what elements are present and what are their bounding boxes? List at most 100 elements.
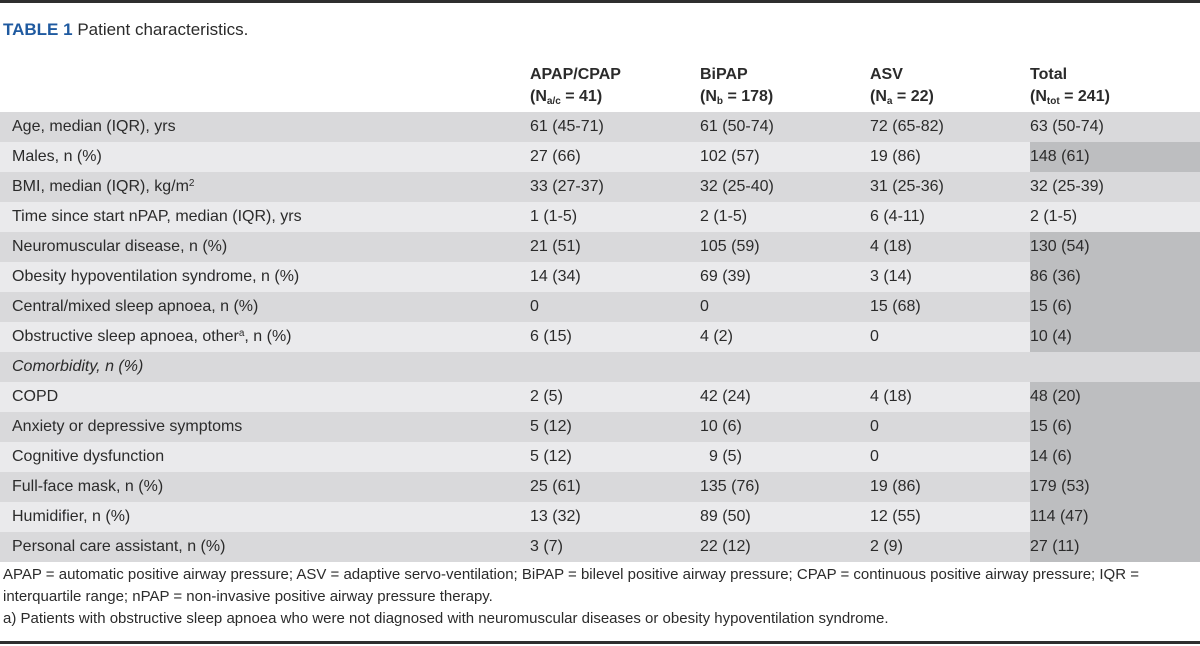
cell-bipap: 9 (5) (700, 442, 870, 472)
row-label: Central/mixed sleep apnoea, n (%) (0, 292, 530, 322)
table-row-section-heading: Comorbidity, n (%) (0, 352, 1200, 382)
table-title: Patient characteristics. (77, 20, 249, 39)
cell-total: 179 (53) (1030, 472, 1200, 502)
column-n: (Ntot = 241) (1030, 88, 1110, 107)
cell-total: 27 (11) (1030, 532, 1200, 562)
cell-bipap: 4 (2) (700, 322, 870, 352)
table-row: Personal care assistant, n (%) 3 (7) 22 … (0, 532, 1200, 562)
cell-bipap: 22 (12) (700, 532, 870, 562)
column-name: Total (1030, 66, 1068, 83)
cell-bipap: 2 (1-5) (700, 202, 870, 232)
header-row: APAP/CPAP (Na/c = 41) BiPAP (Nb = 178) A… (0, 58, 1200, 112)
cell-apap-cpap: 25 (61) (530, 472, 700, 502)
cell-asv: 0 (870, 412, 1030, 442)
row-label: Males, n (%) (0, 142, 530, 172)
cell-bipap: 89 (50) (700, 502, 870, 532)
column-name: APAP/CPAP (530, 66, 621, 83)
table-row: Time since start nPAP, median (IQR), yrs… (0, 202, 1200, 232)
cell-apap-cpap: 5 (12) (530, 412, 700, 442)
row-label: Humidifier, n (%) (0, 502, 530, 532)
cell-bipap: 0 (700, 292, 870, 322)
row-label: Neuromuscular disease, n (%) (0, 232, 530, 262)
cell-total: 48 (20) (1030, 382, 1200, 412)
cell-total (1030, 352, 1200, 382)
table-row: Humidifier, n (%) 13 (32) 89 (50) 12 (55… (0, 502, 1200, 532)
row-label: Anxiety or depressive symptoms (0, 412, 530, 442)
cell-asv: 0 (870, 442, 1030, 472)
table-row: COPD 2 (5) 42 (24) 4 (18) 48 (20) (0, 382, 1200, 412)
cell-apap-cpap: 0 (530, 292, 700, 322)
table-row: Anxiety or depressive symptoms 5 (12) 10… (0, 412, 1200, 442)
column-name: BiPAP (700, 66, 748, 83)
cell-apap-cpap: 13 (32) (530, 502, 700, 532)
cell-apap-cpap: 27 (66) (530, 142, 700, 172)
cell-bipap: 42 (24) (700, 382, 870, 412)
cell-total: 10 (4) (1030, 322, 1200, 352)
row-label: Cognitive dysfunction (0, 442, 530, 472)
table-caption: TABLE 1 Patient characteristics. (3, 19, 248, 41)
table-row: Obesity hypoventilation syndrome, n (%) … (0, 262, 1200, 292)
cell-total: 130 (54) (1030, 232, 1200, 262)
abbreviations-note: APAP = automatic positive airway pressur… (3, 566, 1139, 605)
table-row: Cognitive dysfunction 5 (12) 9 (5) 0 14 … (0, 442, 1200, 472)
cell-asv: 72 (65-82) (870, 112, 1030, 142)
section-heading-comorbidity: Comorbidity, n (%) (0, 352, 530, 382)
bottom-rule (0, 641, 1200, 644)
table-footnotes: APAP = automatic positive airway pressur… (3, 564, 1197, 630)
cell-asv: 4 (18) (870, 232, 1030, 262)
table-row: Males, n (%) 27 (66) 102 (57) 19 (86) 14… (0, 142, 1200, 172)
row-label: Full-face mask, n (%) (0, 472, 530, 502)
table-row: Central/mixed sleep apnoea, n (%) 0 0 15… (0, 292, 1200, 322)
header-apap-cpap: APAP/CPAP (Na/c = 41) (530, 58, 700, 112)
header-total: Total (Ntot = 241) (1030, 58, 1200, 112)
header-empty (0, 58, 530, 112)
top-rule (0, 0, 1200, 3)
column-n: (Na = 22) (870, 88, 934, 107)
cell-total: 114 (47) (1030, 502, 1200, 532)
cell-asv: 19 (86) (870, 142, 1030, 172)
cell-total: 14 (6) (1030, 442, 1200, 472)
cell-asv: 12 (55) (870, 502, 1030, 532)
table-row: Obstructive sleep apnoea, othera, n (%) … (0, 322, 1200, 352)
cell-apap-cpap: 2 (5) (530, 382, 700, 412)
row-label: Personal care assistant, n (%) (0, 532, 530, 562)
cell-asv: 19 (86) (870, 472, 1030, 502)
cell-asv: 2 (9) (870, 532, 1030, 562)
cell-total: 2 (1-5) (1030, 202, 1200, 232)
cell-asv (870, 352, 1030, 382)
footnote-a: a) Patients with obstructive sleep apnoe… (3, 610, 889, 627)
cell-bipap: 32 (25-40) (700, 172, 870, 202)
row-label: Obstructive sleep apnoea, othera, n (%) (0, 322, 530, 352)
column-name: ASV (870, 66, 903, 83)
cell-total: 148 (61) (1030, 142, 1200, 172)
row-label: Time since start nPAP, median (IQR), yrs (0, 202, 530, 232)
cell-asv: 3 (14) (870, 262, 1030, 292)
cell-bipap: 102 (57) (700, 142, 870, 172)
cell-asv: 6 (4-11) (870, 202, 1030, 232)
header-bipap: BiPAP (Nb = 178) (700, 58, 870, 112)
cell-apap-cpap: 3 (7) (530, 532, 700, 562)
cell-apap-cpap: 14 (34) (530, 262, 700, 292)
cell-total: 15 (6) (1030, 412, 1200, 442)
row-label: Age, median (IQR), yrs (0, 112, 530, 142)
column-n: (Na/c = 41) (530, 88, 603, 107)
cell-total: 86 (36) (1030, 262, 1200, 292)
row-label: Obesity hypoventilation syndrome, n (%) (0, 262, 530, 292)
cell-apap-cpap: 6 (15) (530, 322, 700, 352)
cell-apap-cpap: 1 (1-5) (530, 202, 700, 232)
cell-apap-cpap: 33 (27-37) (530, 172, 700, 202)
table-number: TABLE 1 (3, 20, 73, 39)
column-n: (Nb = 178) (700, 88, 774, 107)
cell-apap-cpap: 21 (51) (530, 232, 700, 262)
cell-bipap: 105 (59) (700, 232, 870, 262)
cell-apap-cpap (530, 352, 700, 382)
table-row: Full-face mask, n (%) 25 (61) 135 (76) 1… (0, 472, 1200, 502)
patient-characteristics-table: APAP/CPAP (Na/c = 41) BiPAP (Nb = 178) A… (0, 58, 1200, 562)
cell-bipap: 10 (6) (700, 412, 870, 442)
cell-asv: 0 (870, 322, 1030, 352)
header-asv: ASV (Na = 22) (870, 58, 1030, 112)
cell-asv: 15 (68) (870, 292, 1030, 322)
cell-apap-cpap: 5 (12) (530, 442, 700, 472)
cell-apap-cpap: 61 (45-71) (530, 112, 700, 142)
